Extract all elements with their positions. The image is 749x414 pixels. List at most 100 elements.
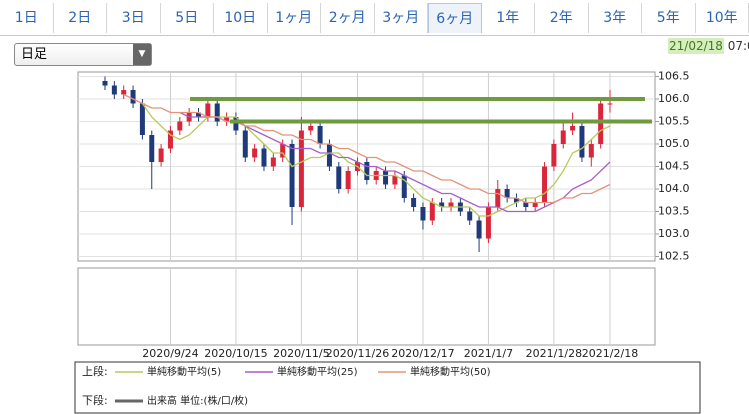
candle-body: [551, 144, 557, 167]
legend-box: [74, 361, 701, 414]
y-tick-label: 103.5: [658, 205, 690, 218]
period-tab[interactable]: 6ヶ月: [428, 3, 482, 33]
candle-body: [308, 126, 314, 131]
volume-panel: [77, 267, 656, 346]
period-tab[interactable]: 1日: [0, 3, 54, 33]
candle-body: [158, 148, 164, 162]
y-tick-label: 106.5: [658, 70, 690, 83]
legend-label: 出来高 単位:(株/口/枚): [147, 394, 248, 407]
ma-line: [179, 111, 611, 213]
candle-body: [345, 171, 351, 189]
candle-body: [579, 126, 585, 158]
candle-body: [280, 144, 286, 158]
x-tick-label: 2020/11/5: [273, 347, 329, 360]
candle-body: [439, 202, 445, 207]
timestamp-time: 07:0: [727, 39, 749, 53]
tab-bar: 1日 2日 3日 5日 10日 1ヶ月 2ヶ月 3ヶ月 6ヶ月 1年 2年 3年 5年 10年: [0, 0, 749, 36]
period-tab[interactable]: 2ヶ月: [321, 3, 375, 33]
legend-label: 単純移動平均(25): [277, 365, 358, 378]
y-tick-label: 102.5: [658, 250, 690, 263]
period-tab[interactable]: 5日: [161, 3, 214, 33]
candle-body: [167, 130, 173, 149]
candle-body: [252, 148, 258, 158]
candle-body: [448, 202, 454, 207]
candle-body: [495, 189, 501, 207]
candle-body: [485, 207, 491, 239]
candle-body: [121, 90, 127, 95]
candle-body: [224, 117, 230, 122]
legend-label: 単純移動平均(5): [147, 365, 221, 378]
candle-body: [196, 112, 202, 117]
legend-label: 単純移動平均(50): [410, 365, 491, 378]
x-tick-label: 2020/12/17: [391, 347, 454, 360]
candle-body: [214, 103, 220, 122]
candle-body: [336, 166, 342, 189]
period-tab[interactable]: 2年: [535, 3, 589, 33]
select-label: 日足: [21, 47, 48, 62]
period-tab[interactable]: 2日: [54, 3, 107, 33]
y-tick-label: 106.0: [658, 92, 690, 105]
period-tab[interactable]: 10日: [214, 3, 268, 33]
y-tick-label: 105.0: [658, 137, 690, 150]
period-tab[interactable]: 3ヶ月: [375, 3, 428, 33]
candle-body: [560, 130, 566, 144]
y-tick-label: 104.0: [658, 182, 690, 195]
candle-body: [177, 121, 183, 131]
candle-body: [111, 85, 117, 95]
period-tab[interactable]: 3年: [589, 3, 642, 33]
period-tab[interactable]: 1年: [482, 3, 535, 33]
period-tab[interactable]: 3日: [107, 3, 161, 33]
candle-body: [392, 175, 398, 185]
x-tick-label: 2021/1/28: [526, 347, 582, 360]
candle-body: [411, 198, 417, 207]
candle-body: [523, 202, 529, 207]
candle-body: [607, 103, 613, 105]
y-tick-label: 104.5: [658, 160, 690, 173]
candle-body: [233, 117, 239, 131]
legend-lower-label: 下段:: [82, 393, 108, 407]
x-tick-label: 2020/11/26: [326, 347, 389, 360]
candle-body: [102, 81, 108, 86]
candle-body: [476, 220, 482, 239]
legend-upper-label: 上段:: [82, 364, 108, 378]
candle-body: [504, 189, 510, 198]
timestamp: 21/02/18 07:0: [668, 38, 749, 54]
timestamp-date: 21/02/18: [668, 38, 724, 54]
candle-body: [383, 171, 389, 185]
select-arrow[interactable]: ▼: [133, 44, 151, 65]
candle-body: [420, 207, 426, 221]
candle-body: [532, 202, 538, 207]
candle-body: [513, 198, 519, 203]
candle-body: [242, 130, 248, 158]
x-tick-label: 2020/9/24: [142, 347, 198, 360]
y-tick-label: 105.5: [658, 115, 690, 128]
y-tick-label: 103.0: [658, 227, 690, 240]
candle-body: [467, 211, 473, 221]
x-tick-label: 2021/1/7: [464, 347, 513, 360]
candle-body: [205, 103, 211, 117]
candle-body: [317, 126, 323, 144]
candle-body: [139, 103, 145, 135]
candle-body: [364, 162, 370, 180]
candle-body: [588, 144, 594, 158]
period-tab[interactable]: 1ヶ月: [268, 3, 321, 33]
candle-body: [270, 157, 276, 167]
x-tick-label: 2020/10/15: [204, 347, 267, 360]
candle-body: [326, 144, 332, 167]
candle-body: [298, 130, 304, 207]
candle-body: [149, 135, 155, 162]
ma-line: [123, 93, 611, 204]
candle-body: [261, 148, 267, 167]
candle-body: [401, 175, 407, 198]
candle-body: [289, 144, 295, 207]
candle-body: [130, 90, 136, 104]
candle-body: [570, 126, 576, 131]
interval-select[interactable]: 日足 ▼: [14, 43, 152, 66]
candle-body: [598, 103, 604, 144]
candle-body: [429, 202, 435, 221]
period-tab[interactable]: 5年: [642, 3, 696, 33]
candle-body: [542, 166, 548, 203]
ma-line: [141, 103, 611, 217]
